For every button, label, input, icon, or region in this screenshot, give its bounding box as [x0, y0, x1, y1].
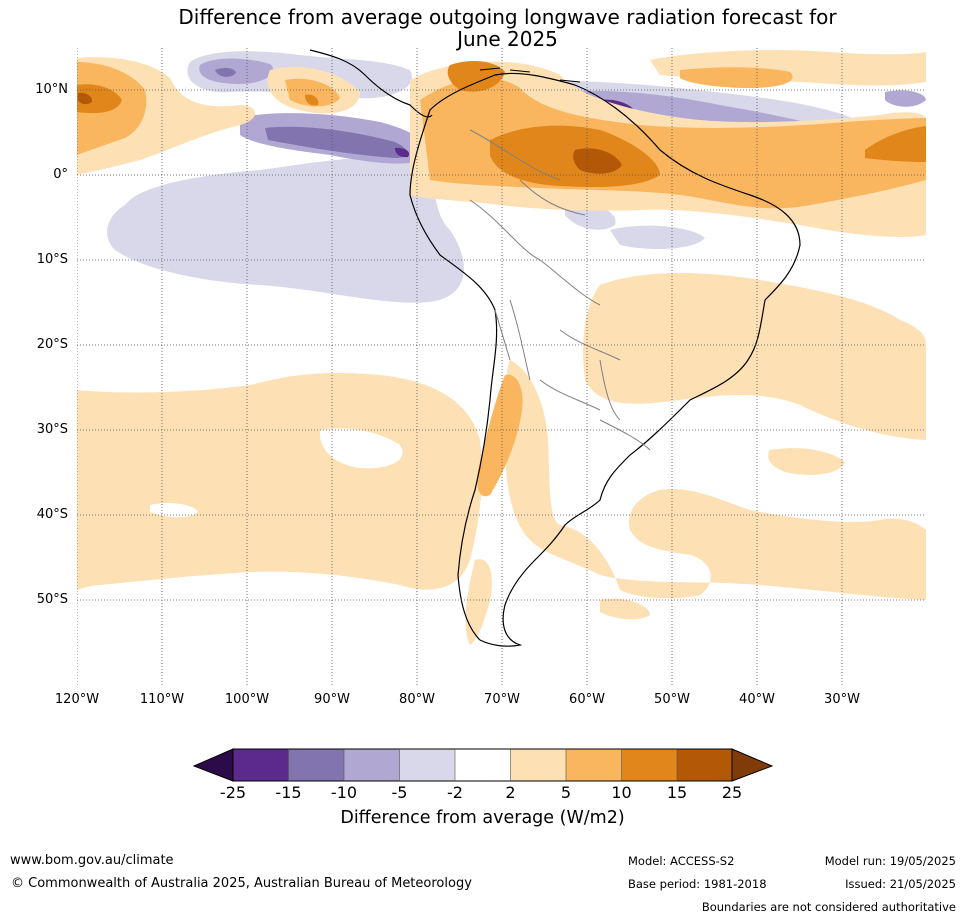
colorbar-tick: 15: [666, 783, 688, 802]
contour-light-orange-falklands: [600, 598, 650, 620]
colorbar-extend-low: [192, 748, 234, 782]
contour-darkest-orange-amazon: [573, 148, 622, 174]
lon-label-70w: 70°W: [484, 692, 520, 707]
contour-dark-orange-atlantic: [865, 126, 926, 162]
contour-darkest-orange-north-west: [78, 92, 93, 105]
contour-light-orange-patagonia: [465, 559, 492, 645]
lat-label-30s: 30°S: [36, 422, 68, 437]
colorbar-bin-2: [288, 749, 344, 781]
colorbar-bin-7: [566, 749, 622, 781]
footer-disclaimer: Boundaries are not considered authoritat…: [701, 900, 956, 914]
contour-light-orange-south-atlantic: [768, 448, 845, 475]
lat-label-50s: 50°S: [36, 592, 68, 607]
lon-label-90w: 90°W: [314, 692, 350, 707]
footer-base-period: Base period: 1981-2018: [628, 877, 767, 891]
south-america-coastline: [409, 72, 801, 647]
colorbar-tick: -10: [330, 783, 358, 802]
colorbar-tick: 25: [721, 783, 743, 802]
caribbean-islands: [479, 67, 581, 83]
colorbar-bin-6: [510, 749, 566, 781]
contour-orange-atlantic-north: [680, 67, 793, 88]
footer-issued: Issued: 21/05/2025: [845, 877, 956, 891]
contour-light-orange-argentina: [505, 360, 926, 600]
colorbar-bin-3: [344, 749, 400, 781]
lon-label-60w: 60°W: [569, 692, 605, 707]
map-title-line2: June 2025: [457, 27, 558, 51]
colorbar-bin-9: [677, 749, 732, 781]
colorbar-label: Difference from average (W/m2): [340, 808, 625, 828]
contour-light-orange-brazil: [583, 273, 926, 440]
colorbar-tick: 2: [505, 783, 516, 802]
lat-label-10s: 10°S: [36, 252, 68, 267]
contour-light-purple-pacific: [107, 157, 464, 303]
lon-label-120w: 120°W: [54, 692, 100, 707]
contour-light-purple-atlantic: [885, 90, 926, 107]
contour-light-purple-brazil: [610, 225, 705, 250]
colorbar-tick: -25: [219, 783, 247, 802]
lat-label-20s: 20°S: [36, 337, 68, 352]
gridlines: [77, 48, 926, 685]
colorbar: [192, 748, 774, 782]
lon-label-30w: 30°W: [824, 692, 860, 707]
contour-purple-caribbean: [570, 90, 820, 129]
footer-model-run: Model run: 19/05/2025: [824, 854, 956, 868]
lon-label-80w: 80°W: [399, 692, 435, 707]
colorbar-bin-8: [621, 749, 677, 781]
footer-website-link[interactable]: www.bom.gov.au/climate: [10, 853, 174, 868]
lat-label-40s: 40°S: [36, 507, 68, 522]
lat-label-0: 0°: [53, 167, 68, 182]
contour-dark-purple-pacific-band: [395, 147, 410, 158]
contour-white-hole-pacific-1: [319, 428, 403, 469]
contour-dark-orange-north-west: [77, 84, 122, 114]
colorbar-bin-4: [399, 749, 455, 781]
lon-label-110w: 110°W: [139, 692, 185, 707]
lon-label-100w: 100°W: [224, 692, 270, 707]
colorbar-tick: -15: [275, 783, 302, 802]
contour-dark-orange-central-america: [305, 94, 319, 106]
colorbar-tick: 10: [611, 783, 632, 802]
lon-label-50w: 50°W: [654, 692, 690, 707]
colorbar-bin-5: [455, 749, 511, 781]
central-america-coastline: [309, 49, 433, 118]
map-title-line1: Difference from average outgoing longwav…: [178, 5, 837, 29]
contour-dark-purple-north-1: [215, 67, 236, 77]
colorbar-tick: 5: [560, 783, 572, 802]
footer-copyright: © Commonwealth of Australia 2025, Austra…: [11, 876, 472, 891]
lon-label-40w: 40°W: [739, 692, 775, 707]
colorbar-extend-high: [731, 748, 774, 782]
colorbar-tick: -5: [391, 783, 408, 802]
contour-light-orange-south-pacific: [77, 373, 482, 590]
colorbar-tick: -2: [447, 783, 463, 802]
colorbar-bin-1: [233, 749, 289, 781]
map-area: [77, 48, 926, 685]
contour-purple-pacific-band: [265, 126, 408, 158]
contour-orange-andes: [477, 374, 523, 497]
footer-model: Model: ACCESS-S2: [628, 854, 735, 868]
contour-purple-north-1: [199, 58, 274, 84]
lat-label-10n: 10°N: [35, 82, 68, 97]
contour-orange-central-america: [285, 78, 340, 107]
country-borders: [469, 129, 651, 451]
